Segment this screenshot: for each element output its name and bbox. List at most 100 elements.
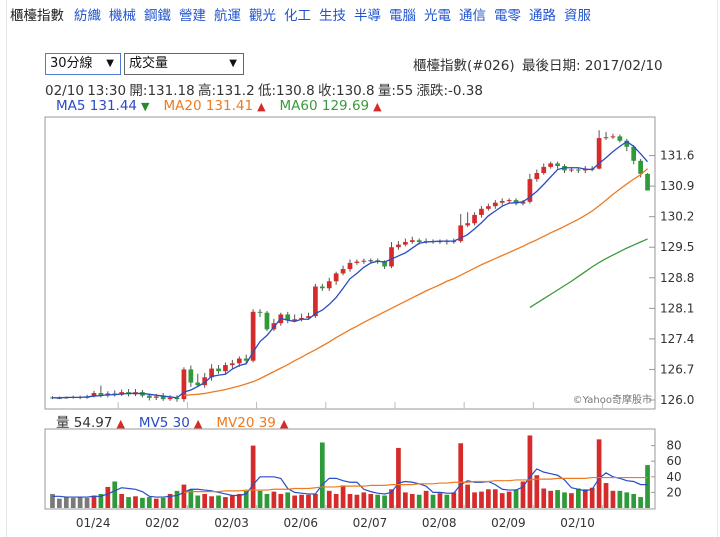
nav-link-7[interactable]: 生技	[319, 8, 346, 24]
nav-link-13[interactable]: 通路	[529, 8, 556, 24]
x-tick-label: 02/02	[145, 516, 180, 530]
candle-body	[548, 163, 554, 167]
candle-body	[299, 317, 304, 320]
candle-body	[285, 314, 291, 321]
volume-bar	[98, 493, 104, 508]
mv5-line	[52, 468, 648, 498]
volume-bar	[575, 488, 581, 508]
candle-body	[326, 281, 332, 289]
candle-body	[541, 166, 547, 174]
candle-body	[479, 208, 484, 215]
nav-link-6[interactable]: 化工	[284, 8, 311, 24]
nav-link-14[interactable]: 資服	[564, 8, 591, 24]
nav-link-4[interactable]: 航運	[214, 8, 241, 24]
candle-body	[98, 393, 104, 396]
volume-bar	[520, 481, 526, 508]
volume-bar	[589, 487, 595, 508]
candle-body	[631, 146, 637, 161]
volume-bar	[195, 495, 201, 508]
volume-bar	[451, 492, 457, 508]
candle-body	[492, 202, 498, 207]
nav-link-10[interactable]: 光電	[424, 8, 451, 24]
candle-body	[167, 397, 173, 400]
volume-bar	[181, 484, 187, 508]
volume-bar	[333, 493, 339, 508]
candle-body	[596, 138, 602, 169]
x-tick-label: 02/09	[491, 516, 526, 530]
nav-link-11[interactable]: 通信	[459, 8, 486, 24]
quote-line: 02/10 13:30 開:131.18 高:131.2 低:130.8 收:1…	[45, 83, 483, 99]
ma-legend-arrow-icon-0: ▼	[141, 100, 150, 113]
volume-bar	[486, 489, 491, 508]
volume-bar	[209, 496, 214, 508]
indicator-select[interactable]: 成交量 ▼	[124, 53, 244, 75]
price-panel-border	[44, 116, 656, 410]
volume-bar	[534, 475, 540, 508]
candle-body	[91, 393, 97, 397]
volume-bar	[444, 494, 450, 508]
price-tick-label: 128.1	[660, 301, 694, 315]
candle-body	[333, 273, 339, 282]
volume-bar	[146, 497, 152, 508]
nav-link-5[interactable]: 觀光	[249, 8, 276, 24]
nav-link-8[interactable]: 半導	[354, 8, 381, 24]
volume-bar	[548, 490, 554, 508]
volume-bar	[319, 442, 325, 508]
nav-link-0[interactable]: 紡織	[74, 8, 101, 24]
ma5-line	[52, 140, 649, 399]
volume-bar	[347, 493, 353, 508]
price-tick-label: 127.4	[660, 332, 694, 346]
volume-bar	[306, 494, 311, 508]
ma60-line	[529, 238, 648, 309]
candle-body	[486, 206, 491, 209]
volume-bar	[624, 492, 630, 508]
volume-bar	[243, 490, 249, 508]
volume-bar	[437, 493, 443, 508]
candle-body	[319, 286, 325, 289]
volume-bar	[409, 493, 415, 508]
volume-bar	[285, 492, 291, 508]
interval-select[interactable]: 30分線 ▼	[45, 53, 121, 75]
volume-bar	[223, 497, 228, 508]
volume-bar	[340, 485, 346, 508]
candle-body	[513, 200, 519, 204]
volume-bar	[202, 493, 208, 508]
volume-bar	[57, 498, 62, 508]
volume-bar	[465, 484, 470, 508]
ma-legend-label-1: MA20 131.41	[163, 98, 254, 114]
candle-body	[347, 262, 353, 270]
volume-bar	[617, 490, 623, 508]
candle-body	[416, 240, 422, 242]
candle-body	[340, 269, 346, 274]
last-date: 最後日期: 2017/02/10	[522, 58, 663, 74]
interval-value: 30分線	[50, 56, 93, 71]
volume-bar	[368, 493, 374, 508]
volume-bar	[569, 493, 574, 508]
page-frame	[6, 0, 718, 537]
candle-body	[617, 136, 623, 141]
volume-bar	[541, 488, 547, 508]
volume-bar	[236, 493, 242, 508]
nav-link-2[interactable]: 鋼鐵	[144, 8, 171, 24]
candle-body	[313, 286, 318, 317]
x-tick-label: 02/06	[283, 516, 318, 530]
volume-bar	[313, 493, 318, 508]
price-tick-label: 131.6	[660, 149, 694, 163]
volume-bar	[264, 493, 270, 508]
candle-body	[188, 369, 194, 383]
candle-body	[624, 140, 630, 147]
volume-bar	[423, 490, 429, 508]
ma-legend-label-2: MA60 129.69	[279, 98, 370, 114]
candle-body	[216, 368, 221, 372]
candle-body	[368, 260, 374, 262]
volume-bar	[271, 491, 277, 508]
nav-link-1[interactable]: 機械	[109, 8, 136, 24]
price-tick-label: 126.0	[660, 393, 694, 407]
volume-tick-label: 60	[666, 454, 681, 468]
nav-link-12[interactable]: 電零	[494, 8, 521, 24]
nav-link-3[interactable]: 營建	[179, 8, 206, 24]
nav-link-9[interactable]: 電腦	[389, 8, 416, 24]
candle-body	[230, 363, 235, 366]
volume-bar	[84, 497, 90, 508]
volume-tick-label: 20	[666, 485, 681, 499]
